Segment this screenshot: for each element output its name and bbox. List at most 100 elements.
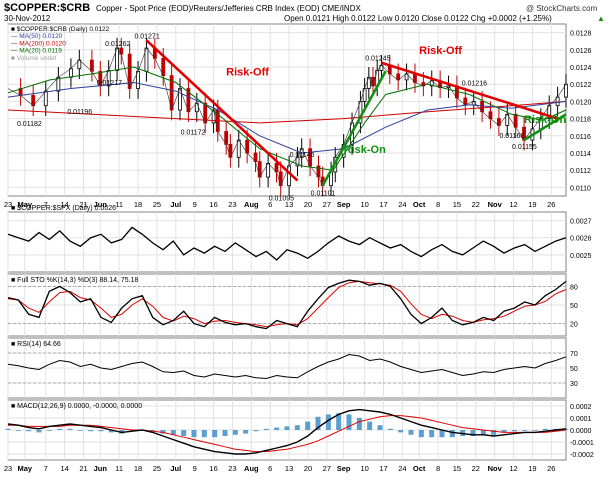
watermark: @ StockCharts.com [526,4,598,13]
macd-histogram-bar [336,413,342,430]
y-tick-label: 0.0000 [570,428,592,435]
ohlc-readout: Open 0.0121 High 0.0122 Low 0.0120 Close… [284,14,552,23]
candle-body [56,76,61,92]
macd-histogram-bar [542,428,548,430]
y-tick-label: -0.0001 [570,440,594,447]
x-tick-label: 26 [547,200,555,209]
macd-histogram-bar [26,430,32,432]
macd-histogram-bar [418,430,424,438]
macd-histogram-bar [532,430,538,431]
x-tick-label: 20 [304,464,312,473]
x-tick-label: 6 [268,200,272,209]
macd-histogram-bar [108,430,114,433]
x-tick-label: 19 [528,464,536,473]
y-tick-label: 0.0025 [570,253,592,260]
y-tick-label: 0.0122 [570,82,592,89]
x-tick-label: 7 [44,200,48,209]
price-label: 0.01168 [499,133,524,140]
macd-histogram-bar [491,430,497,435]
macd-histogram-bar [201,430,207,438]
macd-histogram-bar [222,430,228,436]
x-tick-label: 23 [4,464,12,473]
macd-histogram-bar [77,430,83,431]
price-label: 0.01262 [105,41,130,48]
x-tick-label: 18 [134,200,142,209]
macd-histogram-bar [57,428,63,430]
macd-signal-line [8,415,567,453]
y-tick-label: 80 [570,284,578,291]
x-tick-label: 12 [509,200,517,209]
macd-histogram-bar [46,430,52,431]
x-tick-label: Aug [244,464,259,473]
x-tick-label: 12 [509,464,517,473]
macd-histogram-bar [387,428,393,430]
y-tick-label: 0.0002 [570,404,592,411]
annotation-label: Risk-Off [419,45,462,57]
x-tick-label: Jun [94,464,108,473]
price-label: 0.01095 [269,196,294,203]
macd-histogram-bar [367,421,373,430]
y-tick-label: 50 [570,303,578,310]
macd-histogram-bar [170,430,176,435]
x-tick-label: 23 [228,200,236,209]
annotation-label: Risk-Off [226,67,269,79]
macd-histogram-bar [439,430,445,438]
macd-histogram-bar [325,414,331,430]
y-tick-label: 50 [570,366,578,373]
panel-title: ■ RSI(14) 64.66 [11,341,61,348]
ratio-line [7,226,567,261]
macd-histogram-bar [377,425,383,430]
x-tick-label: 23 [4,200,12,209]
chart-title: Copper - Spot Price (EOD)/Reuters/Jeffer… [96,4,361,13]
legend-entry: ■ $COPPER:$CRB (Daily) 0.0122 [11,26,110,33]
x-tick-label: 7 [44,464,48,473]
macd-histogram-bar [253,430,259,432]
x-tick-label: Nov [488,464,503,473]
x-tick-label: Sep [337,200,351,209]
macd-histogram-bar [522,430,528,431]
x-tick-label: 8 [436,464,440,473]
x-tick-label: 19 [528,200,536,209]
x-tick-label: May [17,200,32,209]
y-tick-label: 0.0001 [570,416,592,423]
price-label: 0.01182 [17,121,42,128]
macd-histogram-bar [429,430,435,438]
x-tick-label: 21 [79,464,87,473]
y-tick-label: 70 [570,351,578,358]
y-tick-label: 0.0118 [570,117,591,124]
trendline [381,61,559,120]
price-label: 0.01217 [97,80,122,87]
macd-histogram-bar [408,430,414,435]
x-tick-label: 21 [79,200,87,209]
x-tick-label: 13 [285,464,293,473]
y-tick-label: 0.0114 [570,151,591,158]
x-tick-label: 27 [323,200,331,209]
rsi-line [7,353,567,380]
x-tick-label: 10 [360,464,368,473]
price-label: 0.01146 [290,152,315,159]
macd-histogram-bar [67,428,73,430]
x-tick-label: 25 [153,464,161,473]
y-tick-label: 0.0116 [570,134,591,141]
y-tick-label: 0.0026 [570,236,592,243]
y-tick-label: 30 [570,381,578,388]
price-label: 0.01196 [67,109,92,116]
candle-body [90,59,94,72]
annotation-label: Risk-On [524,114,566,126]
x-tick-label: 20 [304,200,312,209]
x-tick-label: Jul [170,200,181,209]
macd-histogram-bar [191,430,197,438]
x-tick-label: Oct [413,200,426,209]
macd-histogram-bar [5,428,11,430]
close-line [7,47,567,187]
x-tick-label: 17 [379,464,387,473]
macd-histogram-bar [284,426,290,430]
x-tick-label: 14 [60,200,68,209]
x-tick-label: 11 [115,464,123,473]
y-tick-label: 0.0110 [570,185,591,192]
y-tick-label: 0.0112 [570,168,591,175]
y-tick-label: -0.0002 [570,452,594,459]
y-tick-label: 0.0124 [570,65,592,72]
x-tick-label: 8 [436,200,440,209]
macd-histogram-bar [294,425,300,430]
